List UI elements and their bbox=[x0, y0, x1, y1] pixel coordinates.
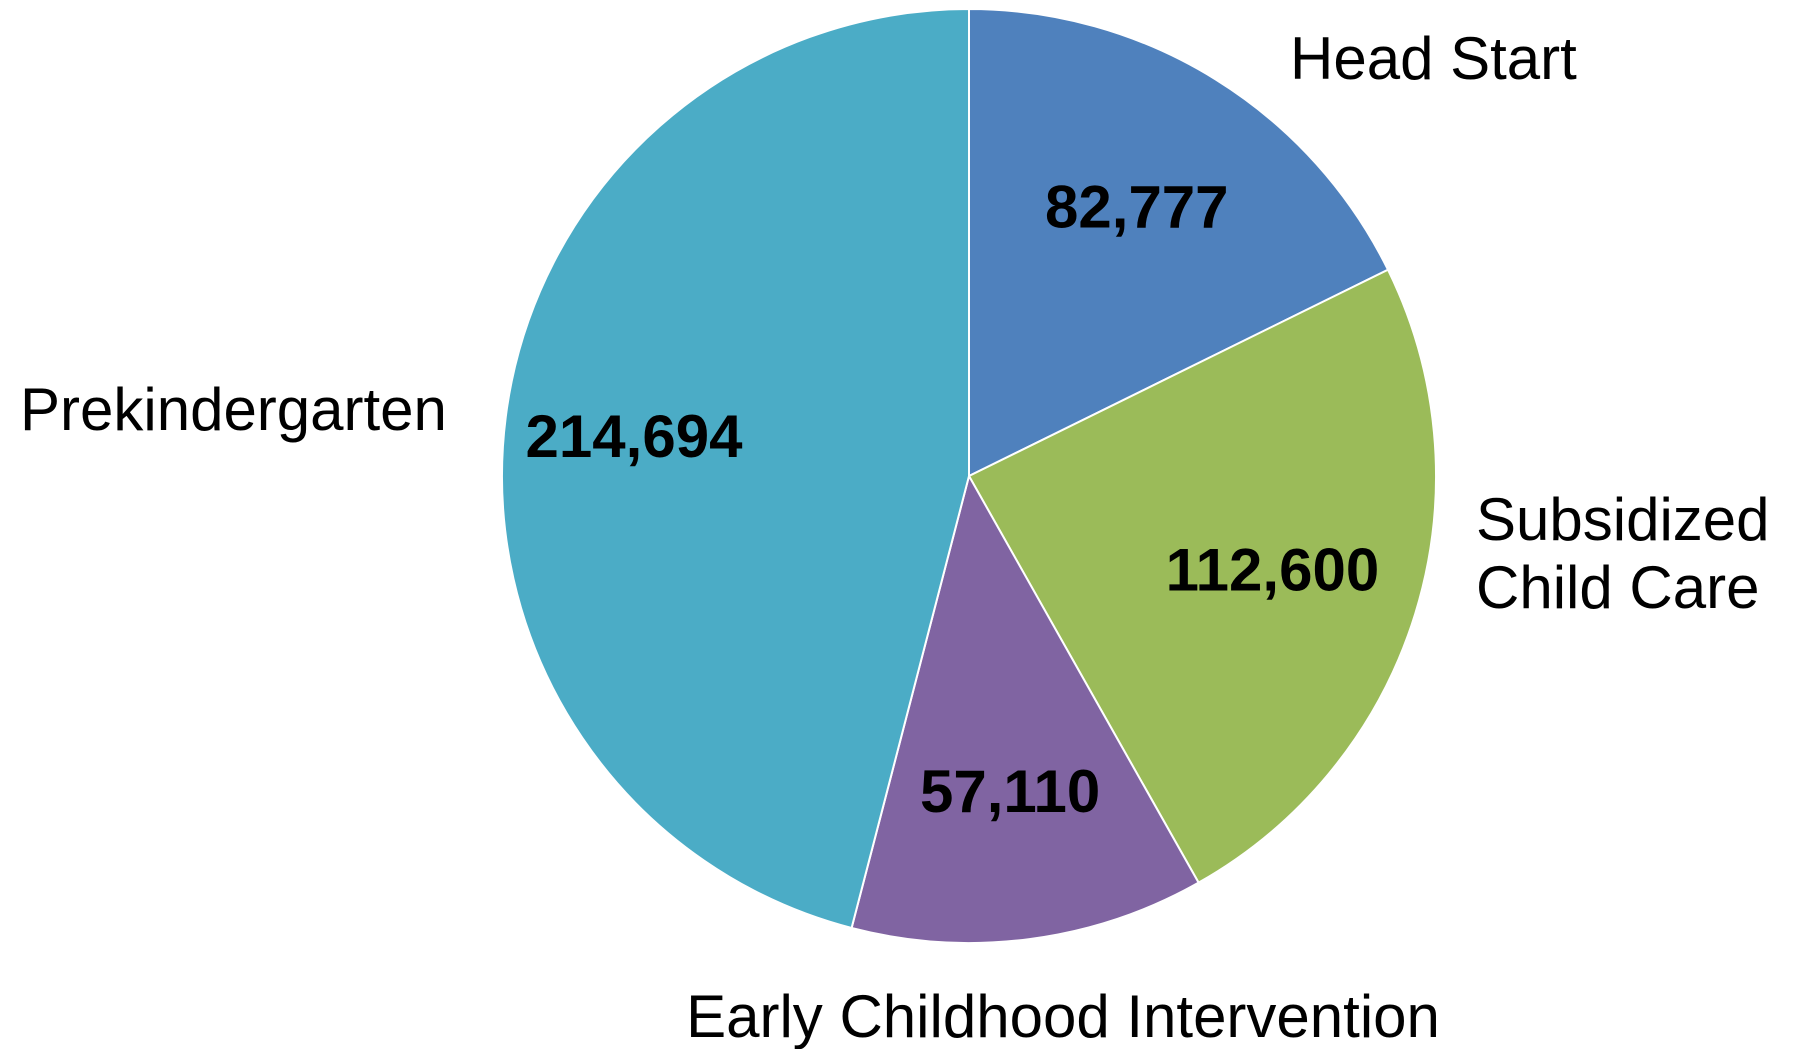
value-label-early-childhood-intervention: 57,110 bbox=[920, 758, 1100, 825]
pie-slice-early-childhood-intervention bbox=[850, 473, 1200, 944]
category-label-line: Subsidized bbox=[1476, 486, 1770, 553]
slices-layer bbox=[501, 7, 1437, 944]
value-label-prekindergarten: 214,694 bbox=[526, 403, 744, 470]
category-label-line: Prekindergarten bbox=[20, 376, 447, 443]
pie-slice-prekindergarten bbox=[501, 7, 970, 930]
category-label-line: Child Care bbox=[1476, 554, 1759, 621]
category-label-head-start: Head Start bbox=[1290, 25, 1577, 92]
category-label-prekindergarten: Prekindergarten bbox=[20, 376, 447, 443]
category-label-early-childhood-intervention: Early Childhood Intervention bbox=[686, 983, 1440, 1049]
value-label-head-start: 82,777 bbox=[1045, 173, 1229, 240]
pie-slice-subsidized-child-care bbox=[967, 268, 1437, 885]
category-label-line: Head Start bbox=[1290, 25, 1577, 92]
category-label-subsidized-child-care: Subsidized Child Care bbox=[1476, 486, 1770, 621]
pie-slice-head-start bbox=[968, 7, 1390, 478]
category-label-line: Early Childhood Intervention bbox=[686, 983, 1440, 1049]
value-label-subsidized-child-care: 112,600 bbox=[1166, 537, 1380, 604]
labels-layer: 82,777 Head Start 112,600 Subsidized Child C… bbox=[20, 25, 1770, 1049]
